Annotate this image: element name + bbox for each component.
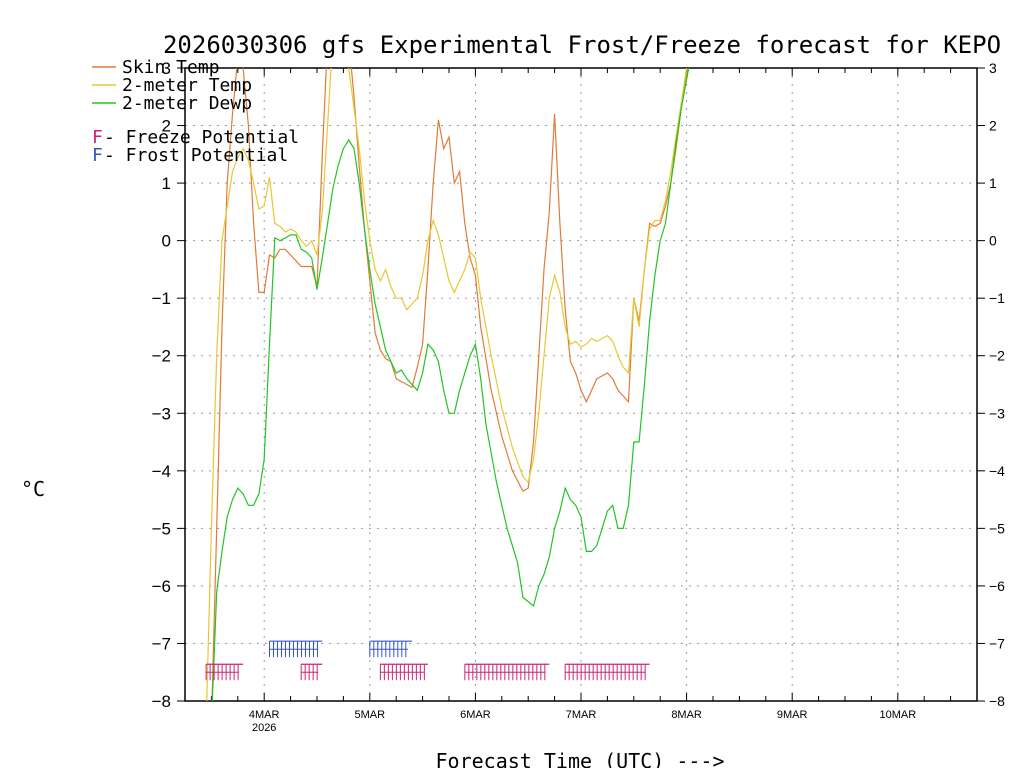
y-tick-label: 0 (162, 232, 171, 251)
y-tick-label-right: −3 (989, 405, 1005, 421)
y-tick-label: −2 (152, 347, 171, 366)
x-tick-label: 6MAR (460, 709, 491, 721)
x-tick-label: 4MAR (249, 709, 280, 721)
legend-label: Skin Temp (122, 57, 220, 78)
chart-title: 2026030306 gfs Experimental Frost/Freeze… (163, 31, 1001, 59)
x-tick-sublabel: 2026 (252, 722, 276, 734)
plot-frame (184, 67, 978, 702)
y-tick-label-right: −6 (989, 578, 1005, 594)
y-tick-label: 1 (162, 174, 171, 193)
y-tick-label-right: 2 (989, 118, 997, 134)
left-axis: −8 −7 −6 −5 −4 −3 −2 −1 0 1 2 3 (152, 59, 185, 711)
series-layer (206, 68, 690, 701)
x-tick-label: 9MAR (777, 709, 808, 721)
x-tick-label: 5MAR (355, 709, 386, 721)
y-tick-label: 3 (162, 59, 171, 78)
y-tick-label-right: −7 (989, 635, 1005, 651)
legend-marker-symbol: F (92, 127, 103, 148)
y-tick-label-right: 1 (989, 175, 997, 191)
grid (185, 67, 977, 702)
x-tick-label: 8MAR (671, 709, 702, 721)
x-axis-label: Forecast Time (UTC) ---> (436, 749, 725, 768)
right-axis: −8 −7 −6 −5 −4 −3 −2 −1 0 1 2 3 (977, 60, 1005, 709)
y-tick-label: 2 (162, 117, 171, 136)
y-tick-label-right: −5 (989, 520, 1005, 536)
y-tick-label-right: −4 (989, 463, 1005, 479)
y-tick-label-right: −2 (989, 348, 1005, 364)
y-tick-label-right: 3 (989, 60, 997, 76)
marker-layer (205, 640, 650, 681)
legend-marker-label: - Freeze Potential (104, 127, 299, 148)
legend-marker-label: - Frost Potential (104, 145, 288, 166)
y-axis-label: °C (21, 477, 45, 501)
x-tick-label: 7MAR (566, 709, 597, 721)
series-line-2-meter-dewp (211, 68, 690, 701)
legend-marker-symbol: F (92, 145, 103, 166)
y-tick-label-right: 0 (989, 233, 997, 249)
y-tick-label: −3 (152, 404, 171, 423)
y-tick-label: −7 (152, 634, 171, 653)
y-tick-label: −6 (152, 577, 171, 596)
legend-label: 2-meter Temp (122, 75, 252, 96)
y-tick-label-right: −8 (989, 693, 1005, 709)
series-line-skin-temp (211, 68, 690, 701)
x-tick-label: 10MAR (879, 709, 916, 721)
y-tick-label: −1 (152, 289, 171, 308)
y-tick-label: −4 (152, 462, 171, 481)
y-tick-label: −8 (152, 692, 171, 711)
legend-label: 2-meter Dewp (122, 93, 252, 114)
y-tick-label: −5 (152, 519, 171, 538)
series-line-2-meter-temp (206, 68, 688, 701)
y-tick-label-right: −1 (989, 290, 1005, 306)
